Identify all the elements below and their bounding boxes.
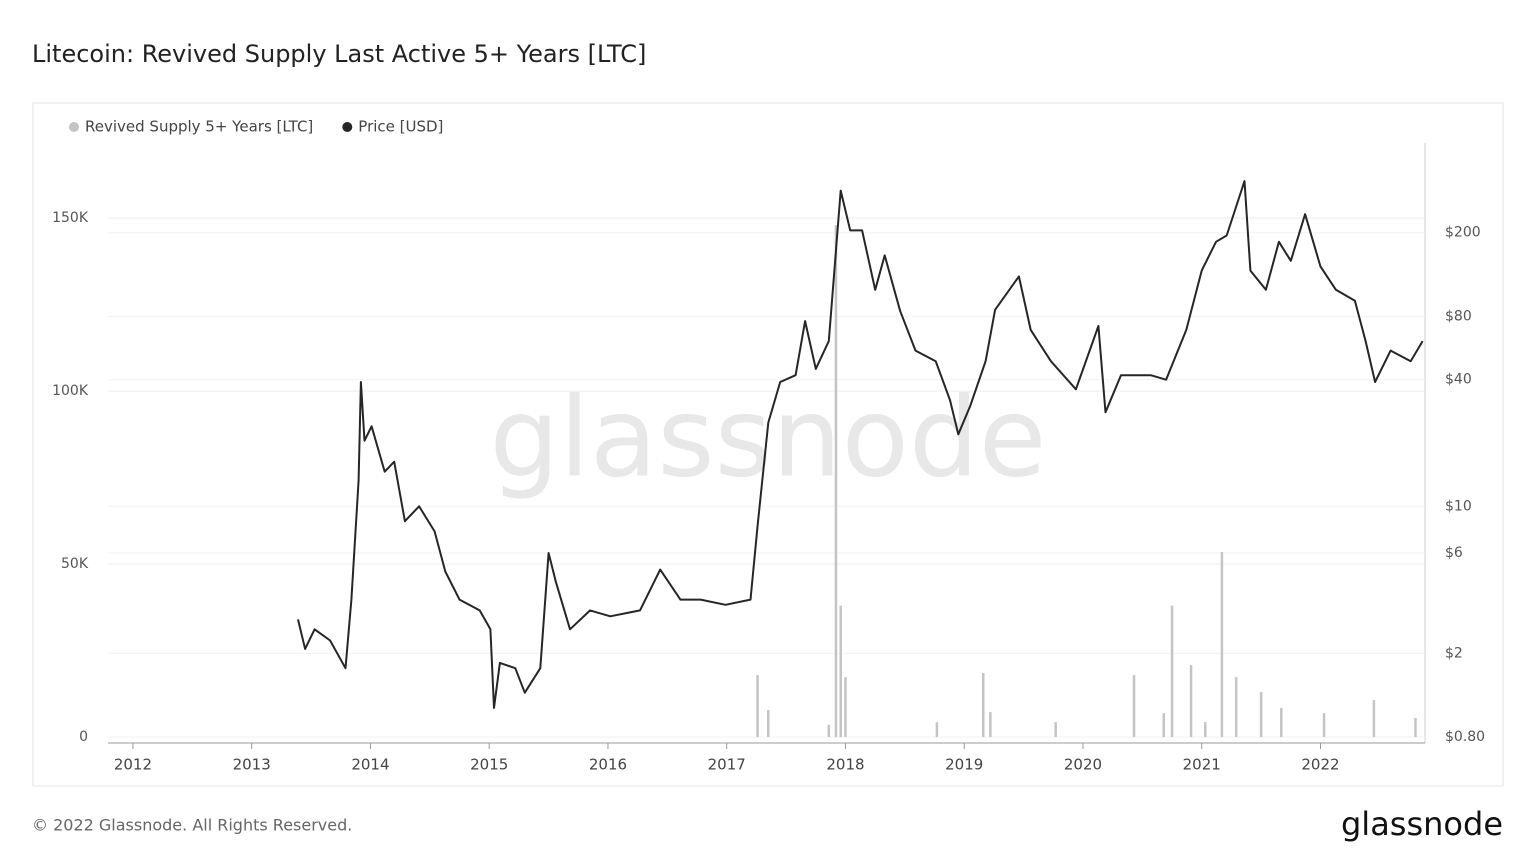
x-tick-label: 2015 bbox=[470, 756, 508, 774]
x-tick-label: 2019 bbox=[945, 756, 983, 774]
chart-panel bbox=[32, 102, 1504, 787]
y-tick-label: 100K bbox=[52, 383, 89, 399]
x-tick-label: 2017 bbox=[708, 756, 746, 774]
x-tick-label: 2014 bbox=[351, 756, 389, 774]
y2-tick-label: $0.80 bbox=[1445, 729, 1485, 745]
y2-tick-label: $40 bbox=[1445, 372, 1472, 388]
y2-tick-label: $80 bbox=[1445, 308, 1472, 324]
x-tick-label: 2021 bbox=[1183, 756, 1221, 774]
y-tick-label: 150K bbox=[52, 210, 89, 226]
x-tick-label: 2022 bbox=[1301, 756, 1339, 774]
y2-tick-label: $10 bbox=[1445, 498, 1472, 514]
y2-tick-label: $2 bbox=[1445, 645, 1463, 661]
y2-tick-label: $200 bbox=[1445, 225, 1481, 241]
footer: © 2022 Glassnode. All Rights Reserved. bbox=[32, 816, 352, 835]
logo: glassnode bbox=[1341, 805, 1503, 843]
x-tick-label: 2012 bbox=[114, 756, 152, 774]
y2-tick-label: $6 bbox=[1445, 545, 1463, 561]
x-tick-label: 2013 bbox=[233, 756, 271, 774]
legend-label: Revived Supply 5+ Years [LTC] bbox=[85, 118, 313, 136]
x-tick-label: 2020 bbox=[1064, 756, 1102, 774]
legend-marker bbox=[69, 122, 79, 132]
x-tick-label: 2016 bbox=[589, 756, 627, 774]
price-line bbox=[297, 180, 1424, 709]
watermark: glassnode bbox=[490, 373, 1047, 501]
x-tick-label: 2018 bbox=[826, 756, 864, 774]
chart-title: Litecoin: Revived Supply Last Active 5+ … bbox=[32, 40, 646, 68]
marks bbox=[297, 180, 1424, 737]
legend-marker bbox=[342, 122, 353, 132]
legend-label: Price [USD] bbox=[358, 118, 443, 136]
y-tick-label: 50K bbox=[61, 556, 89, 572]
y-tick-label: 0 bbox=[79, 729, 88, 745]
